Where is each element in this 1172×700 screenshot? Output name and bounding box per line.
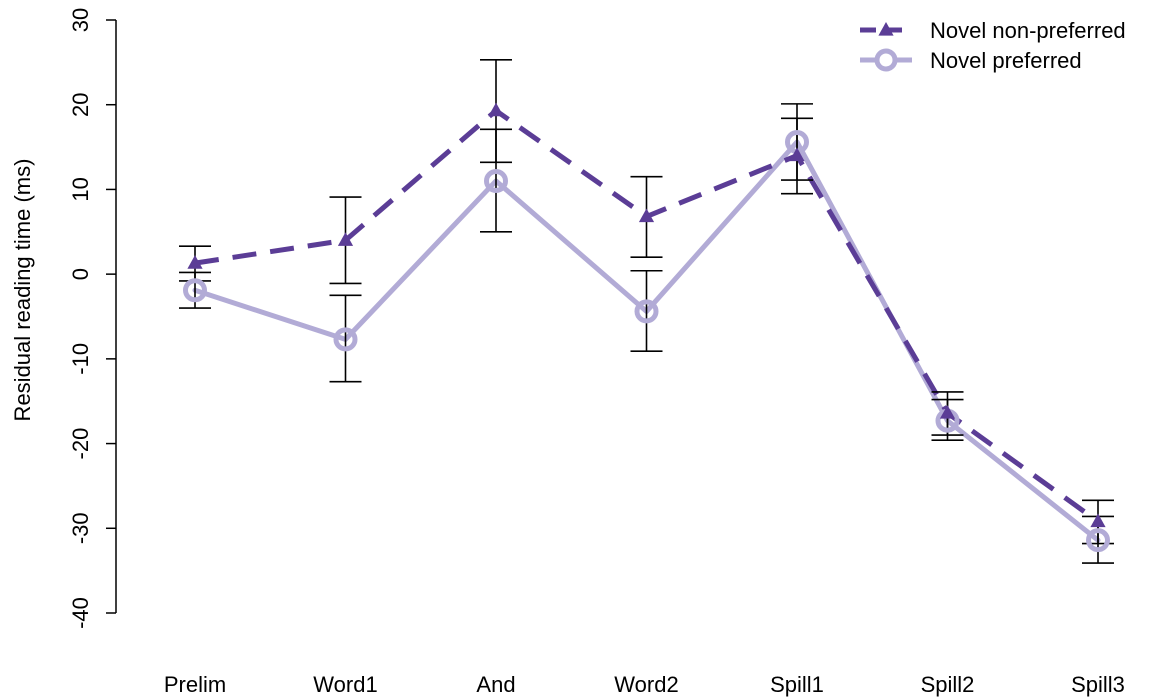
y-tick-label: -30 <box>68 512 93 544</box>
legend: Novel non-preferred Novel preferred <box>860 18 1126 73</box>
y-tick-label: 10 <box>68 177 93 201</box>
y-tick-label: 0 <box>68 268 93 280</box>
data-point-novel-preferred <box>333 327 358 352</box>
x-tick-label: Spill2 <box>921 672 975 697</box>
x-tick-label: Word2 <box>614 672 678 697</box>
x-tick-label: Spill1 <box>770 672 824 697</box>
data-point-novel-preferred <box>183 278 207 303</box>
series-layer <box>179 59 1114 564</box>
legend-marker <box>878 22 894 36</box>
x-tick-label: And <box>476 672 515 697</box>
x-axis: Prelim Word1 And Word2 Spill1 Spill2 Spill3 <box>164 672 1125 697</box>
legend-item-1: Novel preferred <box>860 48 1082 73</box>
y-tick-label: -40 <box>68 597 93 629</box>
x-tick-label: Word1 <box>313 672 377 697</box>
data-point-novel-non-preferred <box>187 255 203 269</box>
data-point-novel-non-preferred <box>337 232 354 246</box>
legend-label: Novel preferred <box>930 48 1082 73</box>
data-point-novel-non-preferred <box>939 405 956 419</box>
x-tick-label: Prelim <box>164 672 226 697</box>
data-point-novel-non-preferred <box>638 208 655 223</box>
legend-item-0: Novel non-preferred <box>860 18 1126 43</box>
data-point-novel-preferred <box>1086 528 1110 553</box>
data-point-novel-preferred <box>634 299 659 324</box>
x-tick-label: Spill3 <box>1071 672 1125 697</box>
y-tick-label: 20 <box>68 92 93 116</box>
data-point-novel-non-preferred <box>488 102 504 117</box>
legend-label: Novel non-preferred <box>930 18 1126 43</box>
y-axis: 30 20 10 0 -10 -20 -30 -40 <box>68 8 117 629</box>
data-point-novel-non-preferred <box>1090 513 1106 528</box>
y-tick-label: -20 <box>68 428 93 460</box>
y-axis-title: Residual reading time (ms) <box>10 159 35 422</box>
error-bar <box>630 269 663 353</box>
y-tick-label: 30 <box>68 8 93 32</box>
data-point-novel-non-preferred <box>789 147 805 162</box>
y-tick-label: -10 <box>68 343 93 375</box>
legend-marker <box>874 48 898 72</box>
error-bar <box>329 294 362 383</box>
data-point-novel-preferred <box>484 168 508 193</box>
